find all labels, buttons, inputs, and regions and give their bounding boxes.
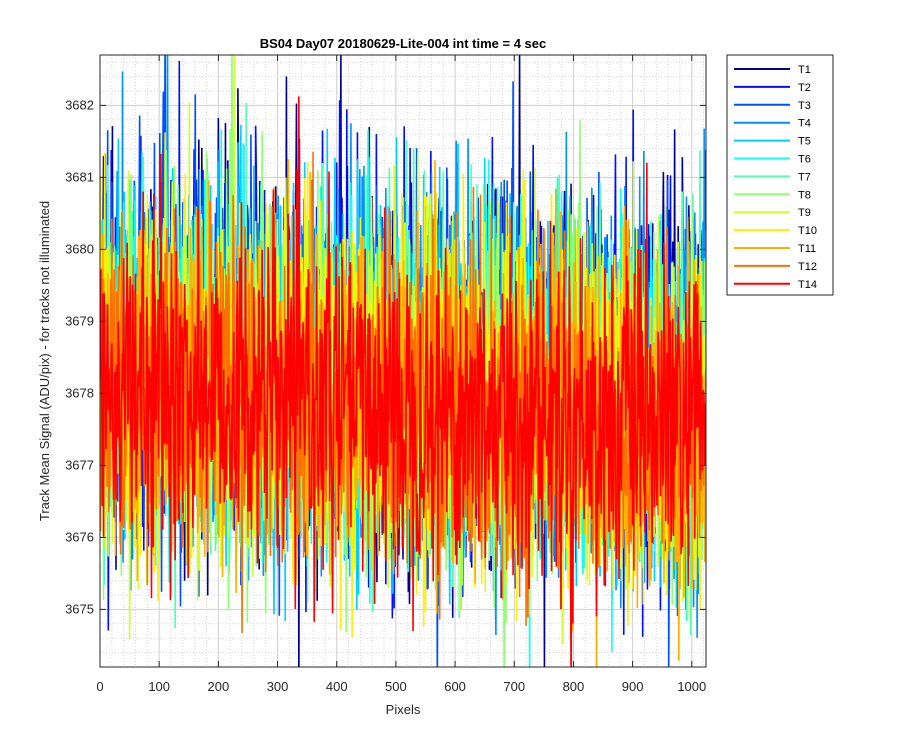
legend-label-t3: T3: [798, 100, 811, 112]
x-axis-label: Pixels: [386, 702, 421, 717]
legend-box: [726, 54, 834, 296]
legend-label-t1: T1: [798, 64, 811, 76]
y-tick-label: 3675: [65, 601, 94, 616]
x-tick-label: 100: [148, 679, 170, 694]
x-tick-label: 700: [503, 679, 525, 694]
legend-label-t11: T11: [798, 243, 816, 255]
legend-label-t7: T7: [798, 171, 811, 183]
legend-label-t4: T4: [798, 118, 811, 130]
legend-label-t10: T10: [798, 225, 817, 237]
legend-label-t5: T5: [798, 136, 811, 148]
x-tick-label: 600: [444, 679, 466, 694]
x-tick-label: 400: [326, 679, 348, 694]
y-tick-label: 3681: [65, 169, 94, 184]
y-tick-label: 3682: [65, 97, 94, 112]
x-tick-label: 900: [622, 679, 644, 694]
series-line-t14: [100, 96, 706, 667]
x-tick-label: 800: [563, 679, 585, 694]
x-tick-label: 0: [96, 679, 103, 694]
y-axis-ticks: 3675 3676 3677 3678 3679 3680 3681 3682: [65, 97, 706, 616]
x-tick-label: 200: [208, 679, 230, 694]
y-tick-label: 3676: [65, 529, 94, 544]
y-tick-label: 3679: [65, 313, 94, 328]
x-tick-label: 1000: [677, 679, 706, 694]
x-tick-label: 300: [267, 679, 289, 694]
legend-label-t6: T6: [798, 154, 811, 166]
x-tick-label: 500: [385, 679, 407, 694]
legend-label-t14: T14: [798, 279, 817, 291]
y-tick-label: 3680: [65, 241, 94, 256]
y-axis-label: Track Mean Signal (ADU/pix) - for tracks…: [37, 201, 52, 521]
y-tick-label: 3678: [65, 385, 94, 400]
series-group: [100, 55, 706, 667]
legend-label-t12: T12: [798, 261, 817, 273]
x-axis-ticks: 0 100 200 300 400 500 600 700 800 900 1000: [96, 55, 706, 694]
plot-frame: [99, 54, 707, 668]
legend: T1 T2 T3 T4 T5 T6 T7 T8 T9 T10 T11 T12 T14: [726, 54, 834, 296]
legend-label-t8: T8: [798, 189, 811, 201]
legend-label-t2: T2: [798, 82, 811, 94]
legend-label-t9: T9: [798, 207, 811, 219]
chart-title: BS04 Day07 20180629-Lite-004 int time = …: [260, 36, 547, 51]
y-tick-label: 3677: [65, 457, 94, 472]
